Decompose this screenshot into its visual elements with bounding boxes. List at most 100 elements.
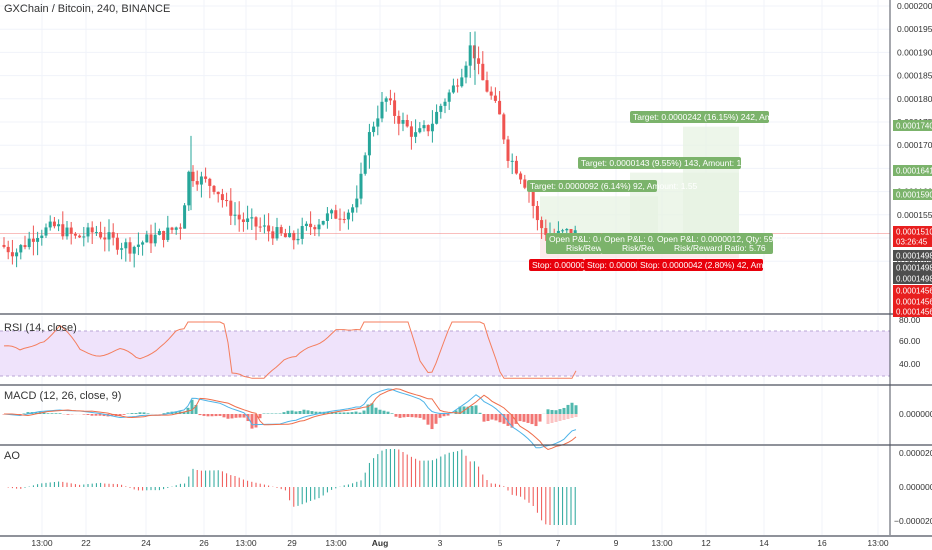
macd-histogram-bar	[562, 407, 566, 414]
candle-body	[174, 227, 178, 230]
macd-histogram-bar	[566, 404, 570, 414]
macd-histogram-bar	[494, 414, 498, 421]
price-tag-text: 0.0001456	[896, 298, 932, 307]
candle-body	[367, 132, 371, 156]
macd-histogram-bar	[510, 414, 514, 428]
candle-body	[162, 230, 166, 240]
macd-histogram-bar	[478, 412, 482, 414]
candle-body	[531, 191, 535, 206]
candle-body	[157, 230, 161, 235]
candle-body	[569, 228, 573, 237]
candle-body	[141, 242, 145, 245]
price-tag-bg	[893, 285, 932, 296]
stop-label-2[interactable]: Stop: 0.000004	[584, 259, 645, 271]
price-tag-bg	[893, 273, 932, 284]
macd-histogram-bar	[362, 410, 366, 414]
price-tag-bg	[893, 189, 932, 200]
candle-body	[523, 179, 527, 188]
macd-histogram-bar	[254, 414, 258, 428]
macd-histogram-bar	[398, 414, 402, 418]
macd-legend[interactable]: MACD (12, 26, close, 9)	[4, 390, 122, 402]
candle-body	[540, 220, 544, 229]
pnl-label-3[interactable]: Open P&L: 0.0000012, Qty: 59523 Risk/Rew…	[654, 233, 788, 254]
pnl-label-2[interactable]: Open P&L: 0.00 Risk/Rewa	[601, 233, 665, 254]
candle-body	[384, 98, 388, 102]
target-label-1[interactable]: Target: 0.0000092 (6.14%) 92, Amount: 1.…	[527, 180, 698, 192]
candle-body	[346, 212, 350, 220]
rsi-axis: 80.00 60.00 40.00	[899, 315, 921, 369]
candle-body	[199, 176, 203, 185]
candle-body	[31, 238, 35, 242]
candle-body	[254, 217, 258, 227]
candle-body	[27, 238, 31, 248]
ao-legend[interactable]: AO	[4, 450, 20, 462]
symbol-title[interactable]: GXChain / Bitcoin, 240, BINANCE	[4, 3, 171, 15]
ao-axis-tick: −0.0000200	[894, 516, 932, 526]
macd-histogram-bar	[110, 414, 114, 417]
rsi-legend[interactable]: RSI (14, close)	[4, 322, 77, 334]
svg-text:Target: 0.0000242 (16.15%) 242: Target: 0.0000242 (16.15%) 242, Amount: …	[633, 112, 810, 122]
macd-histogram-bar	[522, 414, 526, 422]
target-label-2[interactable]: Target: 0.0000143 (9.55%) 143, Amount: 1…	[578, 157, 753, 169]
macd-histogram-bar	[146, 413, 150, 414]
candle-body	[418, 128, 422, 133]
candle-body	[237, 214, 241, 220]
macd-histogram-bar	[502, 414, 506, 424]
time-axis-tick: 13:00	[651, 538, 673, 548]
candle-body	[430, 123, 434, 132]
candle-body	[460, 77, 464, 87]
time-axis[interactable]: 13:00 22 24 26 13:00 29 13:00 Aug 3 5 7 9 13:00 12 14 1…	[31, 538, 889, 548]
macd-histogram-bar	[326, 411, 330, 414]
price-candles[interactable]	[2, 31, 577, 268]
candle-body	[107, 232, 111, 240]
candle-body	[519, 173, 523, 180]
candle-body	[334, 210, 338, 219]
macd-histogram-bar	[390, 413, 394, 414]
time-axis-tick: 26	[199, 538, 209, 548]
time-axis-tick: 24	[141, 538, 151, 548]
macd-histogram-bar	[218, 414, 222, 416]
price-tag-bg	[893, 165, 932, 176]
macd-histogram-bar	[258, 414, 262, 419]
candle-body	[380, 101, 384, 119]
candle-body	[216, 191, 220, 195]
candle-body	[435, 111, 439, 124]
candle-body	[208, 178, 212, 186]
stop-label-3[interactable]: Stop: 0.0000042 (2.80%) 42, Amount: 0.75	[637, 259, 801, 271]
macd-histogram-bar	[198, 414, 202, 416]
macd-histogram-bar	[302, 409, 306, 414]
candle-body	[153, 234, 157, 244]
pnl-label-1[interactable]: Open P&L: 0.00 Risk/Rewa	[546, 233, 610, 254]
macd-histogram-bar	[206, 414, 210, 417]
candle-body	[6, 246, 10, 253]
candle-body	[275, 227, 279, 239]
target-label-3[interactable]: Target: 0.0000242 (16.15%) 242, Amount: …	[630, 111, 810, 123]
candle-body	[220, 194, 224, 201]
macd-histogram-bar	[174, 411, 178, 414]
price-tag-bg	[893, 120, 932, 131]
svg-text:Target: 0.0000143 (9.55%) 143,: Target: 0.0000143 (9.55%) 143, Amount: 1…	[581, 158, 753, 168]
macd-histogram-bar	[574, 414, 578, 417]
candle-body	[225, 200, 229, 202]
candle-body	[342, 219, 346, 221]
signal-line	[4, 388, 577, 451]
candle-body	[65, 227, 69, 237]
candle-body	[94, 232, 98, 234]
price-tag-text: 0.0001498	[896, 252, 932, 261]
svg-text:Stop: 0.000004: Stop: 0.000004	[587, 260, 645, 270]
time-axis-tick: 13:00	[235, 538, 257, 548]
macd-histogram-bar	[350, 412, 354, 414]
pane-dividers[interactable]	[0, 0, 932, 537]
price-tag-bg	[893, 236, 932, 247]
candle-body	[338, 218, 342, 220]
svg-text:Stop: 0.0000042 (2.80%) 42, Am: Stop: 0.0000042 (2.80%) 42, Amount: 0.75	[640, 260, 801, 270]
macd-histogram-bar	[46, 413, 50, 414]
macd-histogram-bar	[58, 413, 62, 414]
candle-body	[414, 132, 418, 137]
candle-body	[426, 125, 430, 132]
stop-label-1[interactable]: Stop: 0.000004	[529, 259, 590, 271]
candle-body	[111, 232, 115, 238]
